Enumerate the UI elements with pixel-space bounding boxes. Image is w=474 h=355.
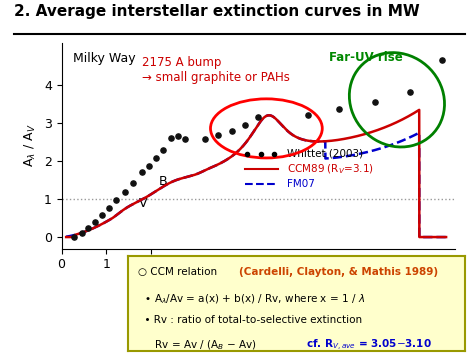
Point [121, 189, 128, 195]
Text: (Cardelli, Clayton, & Mathis 1989): (Cardelli, Clayton, & Mathis 1989) [239, 267, 438, 277]
Point [255, 114, 262, 120]
Text: → small graphite or PAHs: → small graphite or PAHs [142, 71, 290, 84]
Text: CCM89 (R$_V$=3.1): CCM89 (R$_V$=3.1) [287, 162, 374, 176]
Text: • Rv : ratio of total-to-selective extinction: • Rv : ratio of total-to-selective extin… [138, 315, 362, 325]
Point [181, 136, 189, 142]
Point [228, 128, 235, 134]
Text: Whittet (2003): Whittet (2003) [287, 149, 364, 159]
Point [129, 180, 137, 186]
Text: • A$_\lambda$/Av = a(x) + b(x) / Rv, where x = 1 / $\lambda$: • A$_\lambda$/Av = a(x) + b(x) / Rv, whe… [138, 292, 365, 306]
Point [112, 198, 120, 203]
Text: V: V [139, 197, 147, 209]
Text: 2175 A bump: 2175 A bump [142, 56, 221, 69]
Point [438, 57, 446, 62]
Point [84, 225, 92, 231]
Point [159, 147, 167, 153]
Text: ○ CCM relation: ○ CCM relation [138, 267, 220, 277]
Point [241, 122, 249, 127]
Y-axis label: A$_\lambda$ / A$_V$: A$_\lambda$ / A$_V$ [23, 124, 38, 167]
Point [78, 230, 85, 236]
Text: Milky Way: Milky Way [73, 52, 136, 65]
Point [98, 213, 106, 218]
Point [214, 132, 222, 138]
Point [105, 206, 112, 211]
Point [145, 163, 153, 169]
Point [201, 136, 209, 142]
Text: 2. Average interstellar extinction curves in MW: 2. Average interstellar extinction curve… [14, 4, 420, 18]
Text: Rv = Av / (A$_B$ $-$ Av): Rv = Av / (A$_B$ $-$ Av) [138, 338, 261, 352]
Point [91, 219, 99, 225]
Point [335, 106, 343, 112]
Point [167, 135, 175, 141]
Point [70, 234, 77, 240]
Text: Far-UV rise: Far-UV rise [329, 51, 402, 64]
Point [304, 112, 311, 118]
Point [407, 89, 414, 95]
Text: FM07: FM07 [287, 179, 315, 190]
Text: B: B [159, 175, 167, 188]
Point [152, 155, 159, 160]
Point [138, 169, 146, 175]
Point [174, 133, 182, 139]
Text: cf. R$_{V,ave}$ = 3.05$-$3.10: cf. R$_{V,ave}$ = 3.05$-$3.10 [306, 338, 432, 353]
Point [371, 99, 378, 104]
